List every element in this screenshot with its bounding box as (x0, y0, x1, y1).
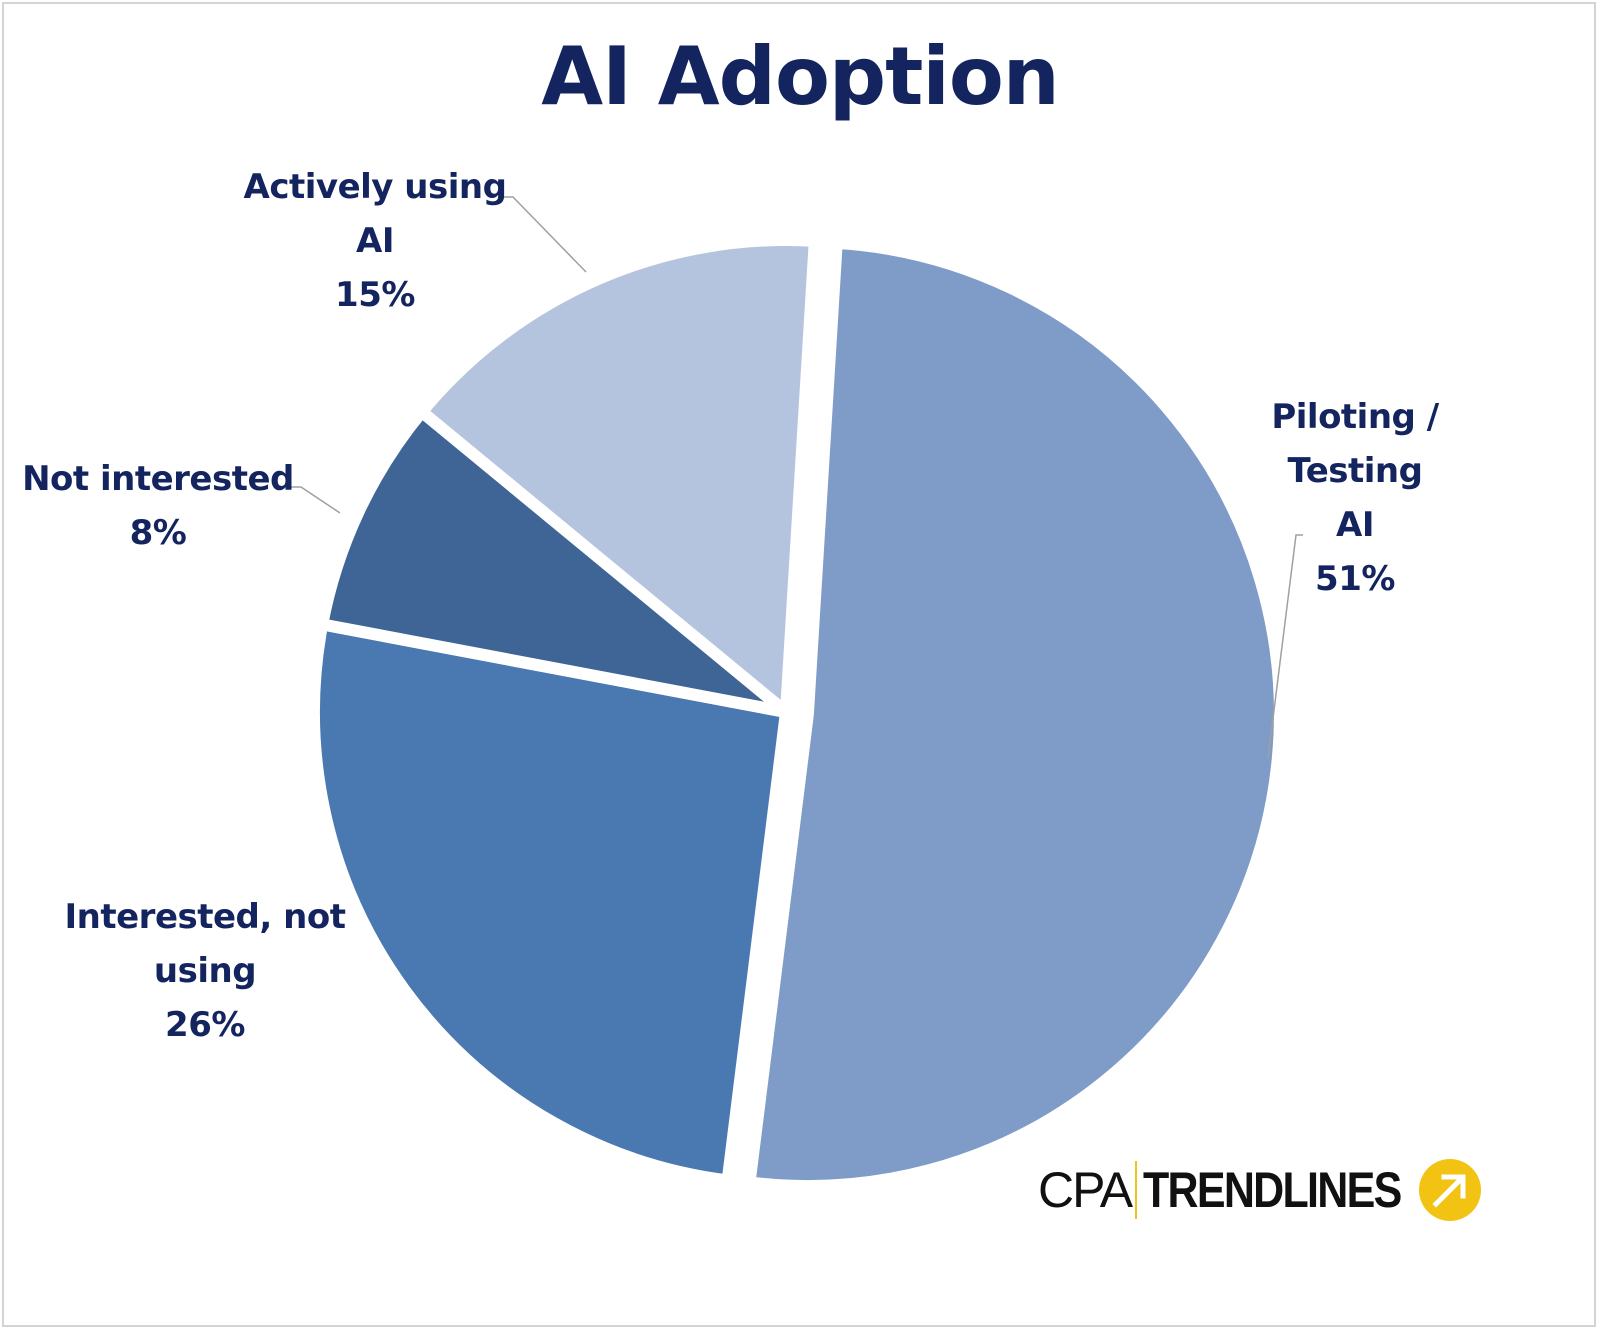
slice-label-line: using (153, 951, 257, 991)
slice-label-actively-using: Actively using AI 15% (240, 160, 510, 322)
logo-divider (1135, 1161, 1138, 1219)
slice-label-line: Actively using (243, 167, 507, 207)
logo-prefix: CPA (1038, 1162, 1133, 1218)
pie-slice-actively-using (413, 234, 822, 725)
slice-label-line: Not interested (22, 459, 294, 499)
slice-label-line: AI (356, 221, 394, 261)
slice-label-line: Piloting / (1271, 397, 1439, 437)
cpa-trendlines-logo: CPA TRENDLINES (1038, 1158, 1481, 1222)
slice-label-interested: Interested, not using 26% (60, 890, 350, 1052)
leader-line-actively-using (500, 196, 587, 273)
slice-value-label: 51% (1315, 559, 1395, 599)
slice-value-label: 8% (129, 513, 187, 553)
leader-line-not-interested (290, 486, 341, 514)
logo-name: TRENDLINES (1143, 1162, 1402, 1218)
chart-title: AI Adoption (541, 30, 1060, 123)
pie-slice-interested (308, 617, 793, 1188)
arrow-up-right-icon (1419, 1159, 1481, 1221)
slice-value-label: 15% (335, 275, 415, 315)
pie-slice-not-interested (315, 403, 790, 718)
pie-slice-piloting (742, 236, 1286, 1193)
slice-label-piloting: Piloting / Testing AI 51% (1270, 390, 1440, 606)
slice-label-not-interested: Not interested 8% (18, 452, 298, 560)
slice-label-line: Testing AI (1287, 451, 1423, 545)
slice-value-label: 26% (165, 1005, 245, 1045)
leader-line-piloting (1267, 534, 1303, 759)
slice-label-line: Interested, not (64, 897, 346, 937)
